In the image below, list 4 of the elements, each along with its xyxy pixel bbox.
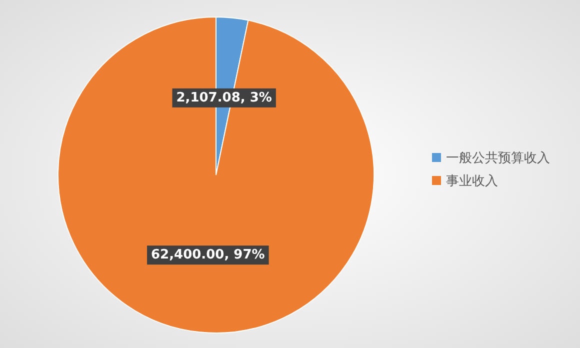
data-label: 2,107.08, 3% — [176, 90, 272, 106]
data-label: 62,400.00, 97% — [151, 248, 265, 263]
legend-label: 一般公共预算收入 — [446, 151, 550, 166]
slice-label: 事业收入 — [446, 174, 498, 189]
